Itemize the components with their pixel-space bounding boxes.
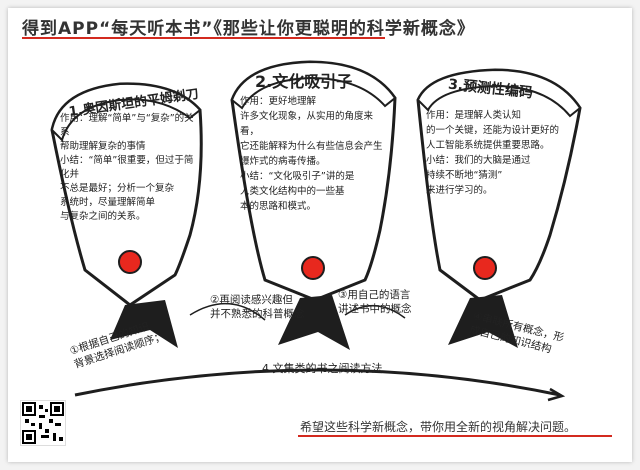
fan-2-heading: 2.文化吸引子: [255, 68, 352, 92]
step-arrow-2: [344, 304, 406, 319]
fan-2-stem: [278, 295, 350, 350]
arc-arrow: [547, 387, 566, 402]
fan-3-stem: [448, 295, 518, 348]
step-3-label: ③用自己的语言 讲述书中的概念: [338, 289, 412, 315]
qr-code-icon: [20, 400, 66, 446]
fan-2-dot: [301, 256, 325, 280]
fan-2-title: 文化吸引子: [272, 72, 353, 91]
footer-text: 希望这些科学新概念，带你用全新的视角解决问题。: [300, 420, 577, 434]
fan-1-banner: [50, 82, 202, 142]
fan-1-dot: [118, 250, 142, 274]
fan-1-body: 作用：理解“简单”与“复杂”的关系 帮助理解复杂的事情 小结：“简单”很重要，但…: [60, 113, 194, 222]
arc-label: 4.文集类的书之阅读方法: [262, 362, 383, 375]
fan-3-banner: [416, 68, 582, 118]
page-title: 得到APP“每天听本书”《那些让你更聪明的科学新概念》: [22, 19, 475, 39]
step-arrow-1: [189, 303, 266, 321]
step-2-label: ②再阅读感兴趣但 并不熟悉的科普概念: [210, 294, 305, 320]
fan-3-body: 作用：是理解人类认知 的一个关键，还能为设计更好的 人工智能系统提供重要思路。 …: [426, 110, 560, 196]
reading-arc: [74, 368, 561, 397]
fan-2-number: 2.: [255, 72, 273, 91]
fan-2-banner: [230, 60, 397, 110]
fan-2: [230, 60, 397, 350]
fan-1: [50, 82, 203, 348]
fan-1-stem: [110, 300, 178, 348]
fan-3-dot: [473, 256, 497, 280]
fan-3: [416, 68, 582, 348]
fan-2-body: 作用：更好地理解 许多文化现象，从实用的角度来看， 它还能解释为什么有些信息会产…: [240, 96, 383, 212]
